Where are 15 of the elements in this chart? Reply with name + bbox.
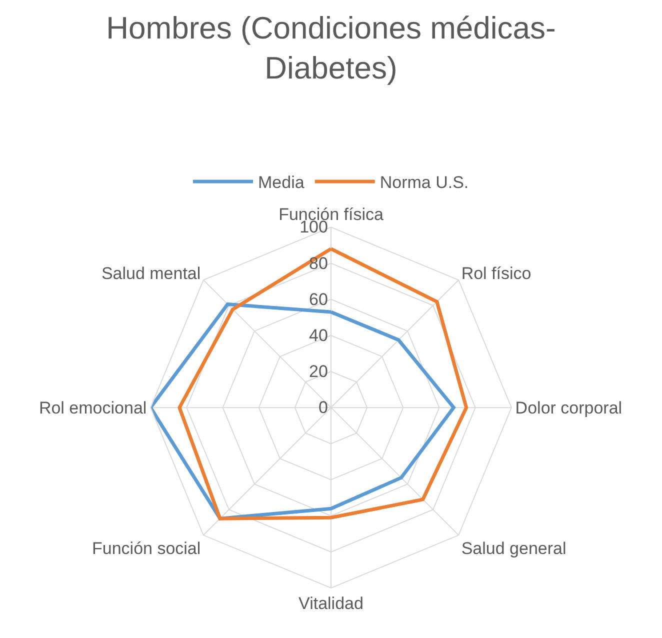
legend-label: Media (258, 173, 305, 192)
spoke-label: Salud general (461, 539, 566, 558)
y-tick-label: 40 (309, 326, 328, 345)
spoke-label: Salud mental (101, 264, 201, 284)
y-tick-label: 80 (309, 254, 328, 273)
spoke-label: Rol emocional (38, 398, 147, 418)
spoke-label: Función social (92, 539, 201, 558)
spoke-label: Dolor corporal (515, 398, 622, 418)
legend-label: Norma U.S. (380, 173, 469, 192)
spoke-label: Rol físico (461, 264, 532, 284)
y-tick-label: 0 (318, 398, 328, 418)
chart-title: Hombres (Condiciones médicas-Diabetes) (106, 10, 556, 86)
y-tick-label: 60 (309, 290, 328, 309)
spoke-label: Vitalidad (298, 594, 364, 613)
y-tick-label: 20 (309, 362, 328, 382)
